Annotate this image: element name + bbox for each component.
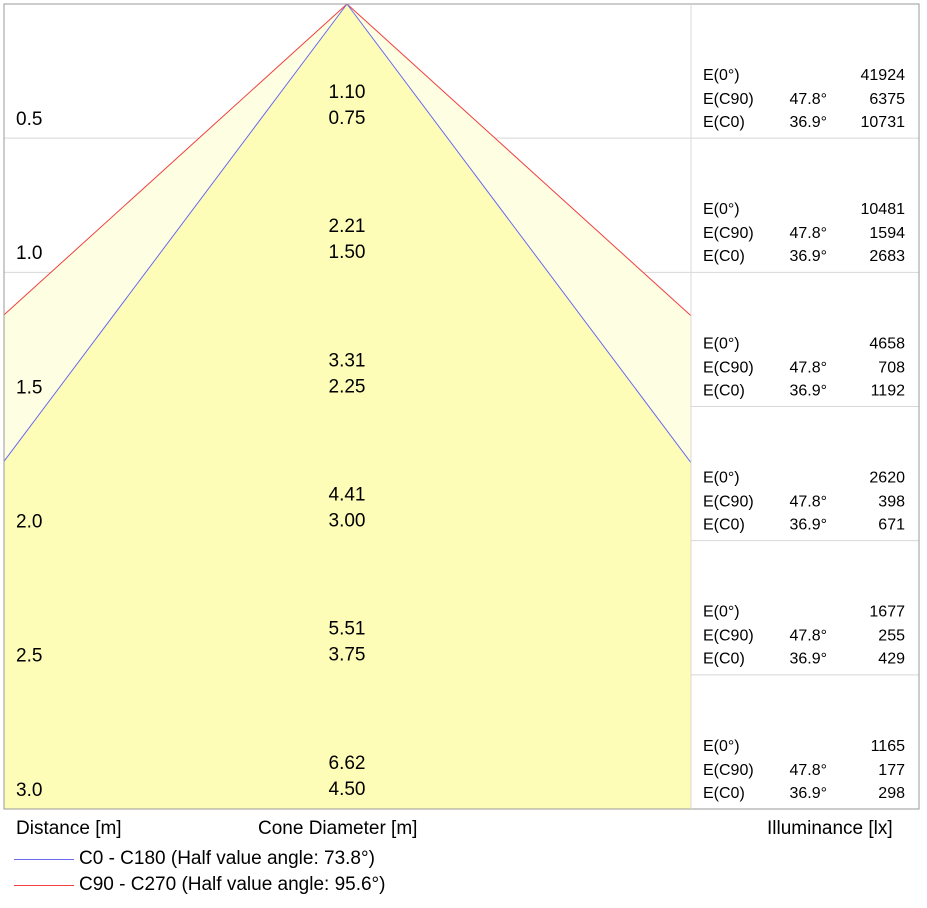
ec90-value: 398 [878, 494, 905, 511]
ec0-value: 1192 [871, 382, 906, 399]
cone-diameter-c0-label: 2.25 [329, 376, 366, 397]
ec90-angle: 47.8° [789, 359, 827, 376]
cone-diameter-c0-label: 1.50 [329, 242, 366, 263]
ec0-angle: 36.9° [789, 382, 827, 399]
ec90-label: E(C90) [703, 359, 754, 376]
ec0-value: 298 [878, 785, 905, 802]
ec0-label: E(C0) [703, 651, 745, 668]
cone-diameter-c90-label: 5.51 [329, 619, 366, 640]
cone-diameter-c90-label: 4.41 [329, 485, 366, 506]
cone-diameter-c90-label: 6.62 [329, 753, 366, 774]
e0-value: 1165 [871, 738, 906, 755]
legend-item-c90-c270: C90 - C270 (Half value angle: 95.6°) [14, 874, 386, 896]
ec90-angle: 47.8° [789, 762, 827, 779]
e0-value: 2620 [869, 470, 905, 487]
cone-diameter-c90-label: 1.10 [329, 82, 366, 103]
ec0-angle: 36.9° [789, 785, 827, 802]
ec90-label: E(C90) [703, 494, 754, 511]
e0-label: E(0°) [703, 470, 740, 487]
cone-diameter-c90-label: 2.21 [329, 216, 366, 237]
cone-diameter-c0-label: 4.50 [329, 779, 366, 800]
ec0-label: E(C0) [703, 785, 745, 802]
legend-line-c90-c270 [14, 885, 74, 886]
cone-diameter-c0-label: 3.75 [329, 645, 366, 666]
ec90-label: E(C90) [703, 762, 754, 779]
ec0-label: E(C0) [703, 382, 745, 399]
distance-label: 3.0 [16, 780, 42, 801]
e0-value: 1677 [869, 604, 905, 621]
distance-label: 1.0 [16, 243, 42, 264]
cone-diameter-c0-label: 0.75 [329, 108, 366, 129]
ec0-angle: 36.9° [789, 248, 827, 265]
ec0-label: E(C0) [703, 248, 745, 265]
distance-label: 2.0 [16, 512, 42, 533]
ec0-angle: 36.9° [789, 517, 827, 534]
illuminance-axis-label: Illuminance [lx] [767, 818, 893, 840]
e0-label: E(0°) [703, 604, 740, 621]
e0-value: 4658 [869, 335, 905, 352]
distance-axis-label: Distance [m] [16, 818, 122, 840]
e0-value: 41924 [861, 67, 906, 84]
ec90-angle: 47.8° [789, 494, 827, 511]
distance-label: 1.5 [16, 377, 42, 398]
cone-diameter-c90-label: 3.31 [329, 350, 366, 371]
ec0-angle: 36.9° [789, 651, 827, 668]
e0-label: E(0°) [703, 67, 740, 84]
distance-label: 0.5 [16, 109, 42, 130]
legend-item-c0-c180: C0 - C180 (Half value angle: 73.8°) [14, 848, 375, 870]
ec90-angle: 47.8° [789, 225, 827, 242]
ec90-value: 255 [878, 628, 905, 645]
e0-value: 10481 [861, 201, 906, 218]
ec0-label: E(C0) [703, 114, 745, 131]
ec90-label: E(C90) [703, 628, 754, 645]
ec90-value: 177 [878, 762, 905, 779]
distance-label: 2.5 [16, 646, 42, 667]
ec90-label: E(C90) [703, 91, 754, 108]
ec0-value: 429 [878, 651, 905, 668]
ec0-angle: 36.9° [789, 114, 827, 131]
ec0-value: 671 [878, 517, 905, 534]
ec90-value: 708 [878, 359, 905, 376]
e0-label: E(0°) [703, 201, 740, 218]
cone-diameter-axis-label: Cone Diameter [m] [258, 818, 417, 840]
ec90-angle: 47.8° [789, 628, 827, 645]
ec0-value: 2683 [869, 248, 905, 265]
ec0-label: E(C0) [703, 517, 745, 534]
e0-label: E(0°) [703, 335, 740, 352]
ec90-value: 6375 [869, 91, 905, 108]
cone-diameter-c0-label: 3.00 [329, 511, 366, 532]
legend-label-c0-c180: C0 - C180 (Half value angle: 73.8°) [79, 848, 375, 870]
legend-label-c90-c270: C90 - C270 (Half value angle: 95.6°) [79, 874, 386, 896]
legend-line-c0-c180 [14, 859, 74, 860]
ec90-label: E(C90) [703, 225, 754, 242]
ec90-angle: 47.8° [789, 91, 827, 108]
e0-label: E(0°) [703, 738, 740, 755]
ec90-value: 1594 [869, 225, 905, 242]
ec0-value: 10731 [861, 114, 906, 131]
